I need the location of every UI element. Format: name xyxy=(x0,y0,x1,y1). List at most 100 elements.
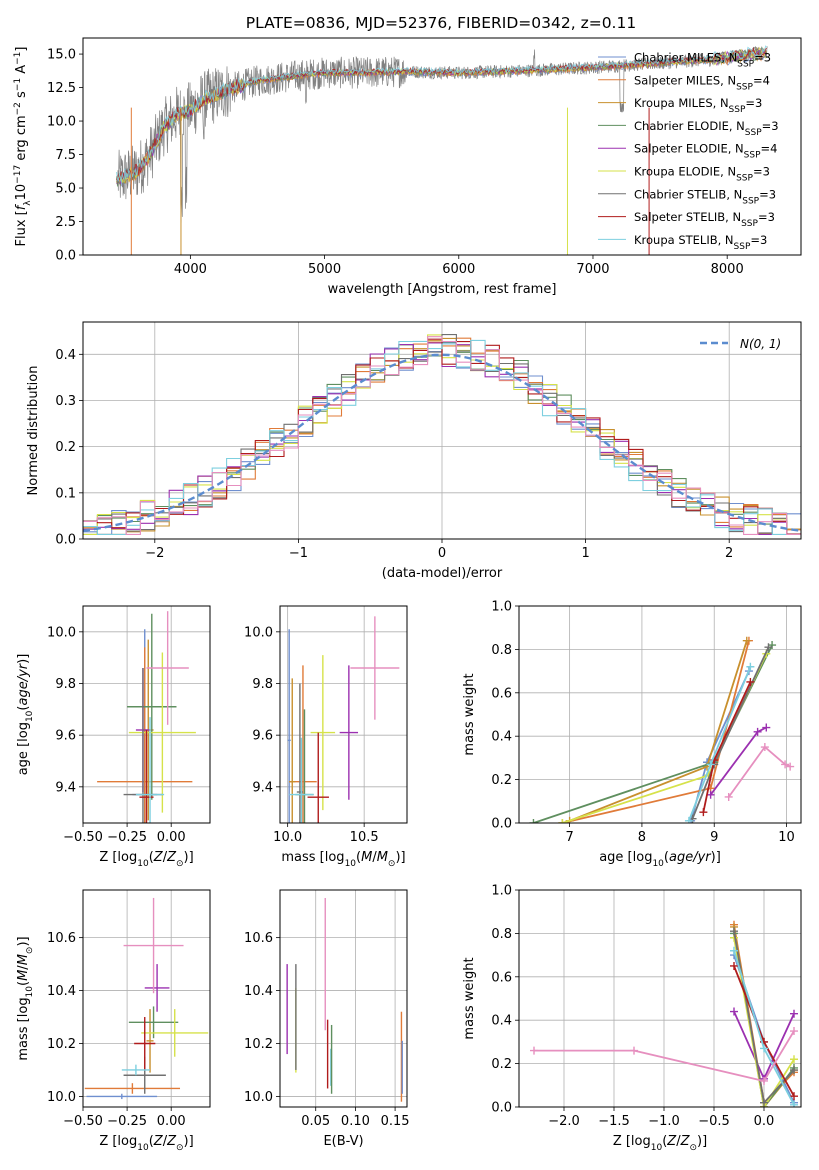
label-part: s xyxy=(14,91,29,102)
x-tick-label: −1.5 xyxy=(598,1114,630,1129)
label-part: )] xyxy=(184,850,194,865)
y-tick-label: 2.5 xyxy=(55,215,76,230)
x-tick-label: 7000 xyxy=(576,262,609,277)
y-tick-label: 0.8 xyxy=(491,927,512,942)
x-tick-label: 0.0 xyxy=(754,1114,775,1129)
weight-marker xyxy=(730,1007,738,1016)
y-tick-label: 0.0 xyxy=(55,249,76,264)
x-tick-label: 0.00 xyxy=(157,830,186,845)
weight-marker xyxy=(529,819,538,823)
label-part: age [log xyxy=(16,722,31,775)
label-part: SSP xyxy=(736,174,753,184)
y-tick-label: 0.2 xyxy=(55,440,76,455)
label-part: M xyxy=(16,954,31,965)
label-part: ( xyxy=(664,850,669,865)
age-vs-mass-axes: 10.0 10.5 9.4 9.6 9.8 10.0 xyxy=(244,606,407,845)
residuals-frame xyxy=(82,321,802,540)
label-part: SSP xyxy=(729,105,746,115)
y-tick-label: 0.0 xyxy=(55,533,76,548)
spectrum-marks xyxy=(116,45,768,255)
age-vs-z-ylabel: age [log10(age/yr)] xyxy=(16,654,35,776)
legend-entry: Kroupa ELODIE, NSSP=3 xyxy=(634,165,770,184)
y-tick-label: 0.1 xyxy=(55,486,76,501)
y-tick-label: 0.4 xyxy=(491,1014,512,1029)
legend-entry: Chabrier MILES, NSSP=3 xyxy=(634,51,771,70)
x-tick-label: −0.5 xyxy=(698,1114,730,1129)
x-tick-label: −2.0 xyxy=(548,1114,580,1129)
label-part: Z [log xyxy=(99,1134,137,1149)
x-tick-label: 5000 xyxy=(308,262,341,277)
label-part: =3 xyxy=(759,187,776,201)
weight-marker xyxy=(760,1076,768,1085)
weight-marker xyxy=(790,1092,798,1101)
age-vs-z-xlabel: Z [log10(Z/Z⊙)] xyxy=(99,850,193,869)
label-part: =4 xyxy=(761,142,778,156)
label-part: =3 xyxy=(745,96,762,110)
label-part: −17 xyxy=(13,165,23,184)
legend-entry: Salpeter ELODIE, NSSP=4 xyxy=(634,142,777,161)
age-vs-mass-frame xyxy=(279,605,408,824)
age-vs-mass-marks xyxy=(287,616,400,823)
label-part: M xyxy=(361,850,372,865)
label-part: )] xyxy=(184,1134,194,1149)
label-part: mass weight xyxy=(462,673,477,755)
label-part: ( xyxy=(149,1134,154,1149)
label-part: ⊙ xyxy=(176,1143,184,1153)
weight-marker xyxy=(746,677,755,686)
label-part: Z [log xyxy=(99,850,137,865)
y-tick-label: 9.8 xyxy=(55,677,76,692)
label-part: ] xyxy=(14,47,29,52)
label-part: 10 xyxy=(25,986,35,998)
residuals-marks xyxy=(83,334,801,535)
label-part: Kroupa ELODIE, N xyxy=(634,165,736,179)
x-tick-label: 0.05 xyxy=(301,1114,330,1129)
spectrum-frame xyxy=(82,37,802,256)
y-tick-label: 10.4 xyxy=(244,984,273,999)
y-tick-label: 10.0 xyxy=(244,625,273,640)
y-tick-label: 10.0 xyxy=(47,1090,76,1105)
label-part: M xyxy=(16,970,31,981)
x-tick-label: −0.25 xyxy=(107,830,147,845)
x-tick-label: 8 xyxy=(638,830,646,845)
y-tick-label: 0.2 xyxy=(491,773,512,788)
weight-marker xyxy=(630,1046,638,1055)
label-part: SSP xyxy=(737,60,754,70)
weight-vs-age-xlabel: age [log10(age/yr)] xyxy=(599,850,721,869)
x-tick-label: 1 xyxy=(581,546,589,561)
y-tick-label: 0.0 xyxy=(491,817,512,832)
label-part: 10 xyxy=(651,1143,663,1153)
label-part: E(B-V) xyxy=(323,1134,363,1149)
y-tick-label: 15.0 xyxy=(47,48,76,63)
weight-line xyxy=(733,937,795,1107)
weight-marker xyxy=(558,819,567,823)
weight-marker xyxy=(762,723,771,732)
mass-vs-z-marks xyxy=(84,897,209,1100)
spectrum-axes: 4000 5000 6000 7000 8000 0.0 2.5 5.0 7.5 10.0 12.5… xyxy=(47,48,744,277)
label-part: =3 xyxy=(750,233,767,247)
y-tick-label: 9.6 xyxy=(252,729,273,744)
x-tick-label: −0.25 xyxy=(107,1114,147,1129)
legend-entry: Salpeter STELIB, NSSP=3 xyxy=(634,210,775,229)
label-part: SSP xyxy=(741,219,758,229)
y-tick-label: 10.2 xyxy=(47,1037,76,1052)
y-tick-label: 0.6 xyxy=(491,970,512,985)
y-tick-label: 10.6 xyxy=(47,931,76,946)
histogram-step xyxy=(83,338,801,535)
weight-marker xyxy=(790,1100,798,1107)
y-tick-label: 5.0 xyxy=(55,182,76,197)
legend-entry: N(0, 1) xyxy=(740,337,781,351)
x-tick-label: 10 xyxy=(778,830,795,845)
x-tick-label: −0.50 xyxy=(63,1114,103,1129)
label-part: 10 xyxy=(137,859,149,869)
label-part: )] xyxy=(697,1134,707,1149)
weight-vs-z-frame xyxy=(518,889,802,1108)
label-part: Chabrier MILES, N xyxy=(634,51,737,65)
label-part: 10 xyxy=(652,859,664,869)
label-part: =3 xyxy=(754,51,771,65)
label-part: f xyxy=(14,203,29,210)
label-part: / xyxy=(676,1134,681,1149)
label-part: Z xyxy=(153,850,164,865)
weight-marker xyxy=(724,792,733,801)
